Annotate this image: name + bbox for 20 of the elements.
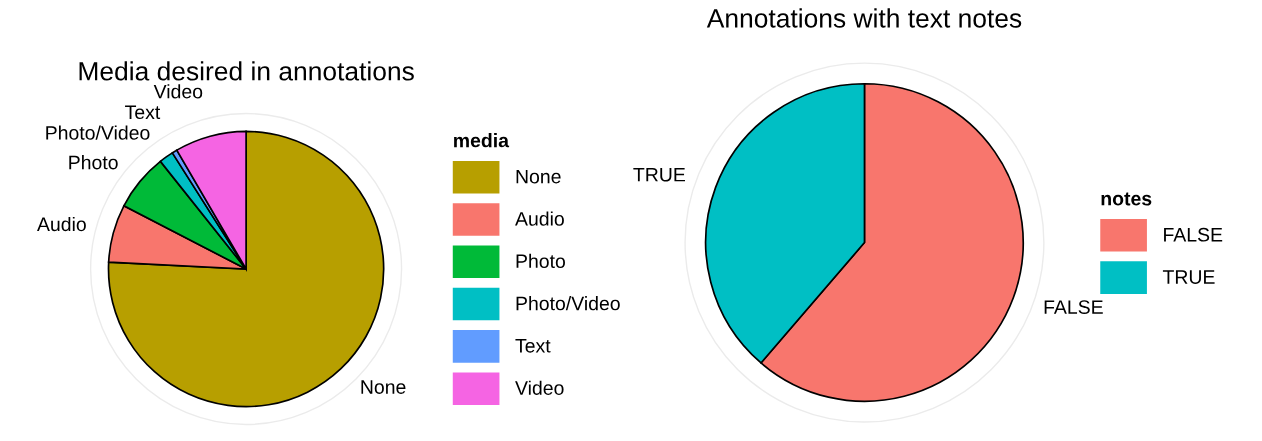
legend-label: Photo/Video: [516, 296, 620, 311]
legend-label: FALSE: [1164, 227, 1223, 242]
legend-label: Video: [515, 380, 564, 395]
slice-label: Photo/Video: [46, 125, 150, 140]
legend-label: Photo: [516, 253, 565, 269]
slice-label: Photo: [69, 155, 118, 170]
chart-title: Annotations with text notes: [706, 8, 1022, 28]
chart-title: Media desired in annotations: [79, 61, 414, 81]
slice-label: Audio: [37, 216, 86, 232]
legend-label: TRUE: [1162, 270, 1215, 284]
legend-label: Text: [515, 339, 551, 353]
legend-label: Audio: [515, 211, 564, 226]
legend-title: media: [454, 133, 510, 148]
slice-label: Video: [153, 84, 203, 99]
legend-title: notes: [1101, 192, 1152, 206]
slice-label: FALSE: [1044, 300, 1103, 314]
slice-label: None: [361, 380, 406, 394]
slice-label: Text: [125, 105, 161, 120]
slice-label: TRUE: [633, 167, 685, 182]
legend-label: None: [516, 169, 561, 184]
